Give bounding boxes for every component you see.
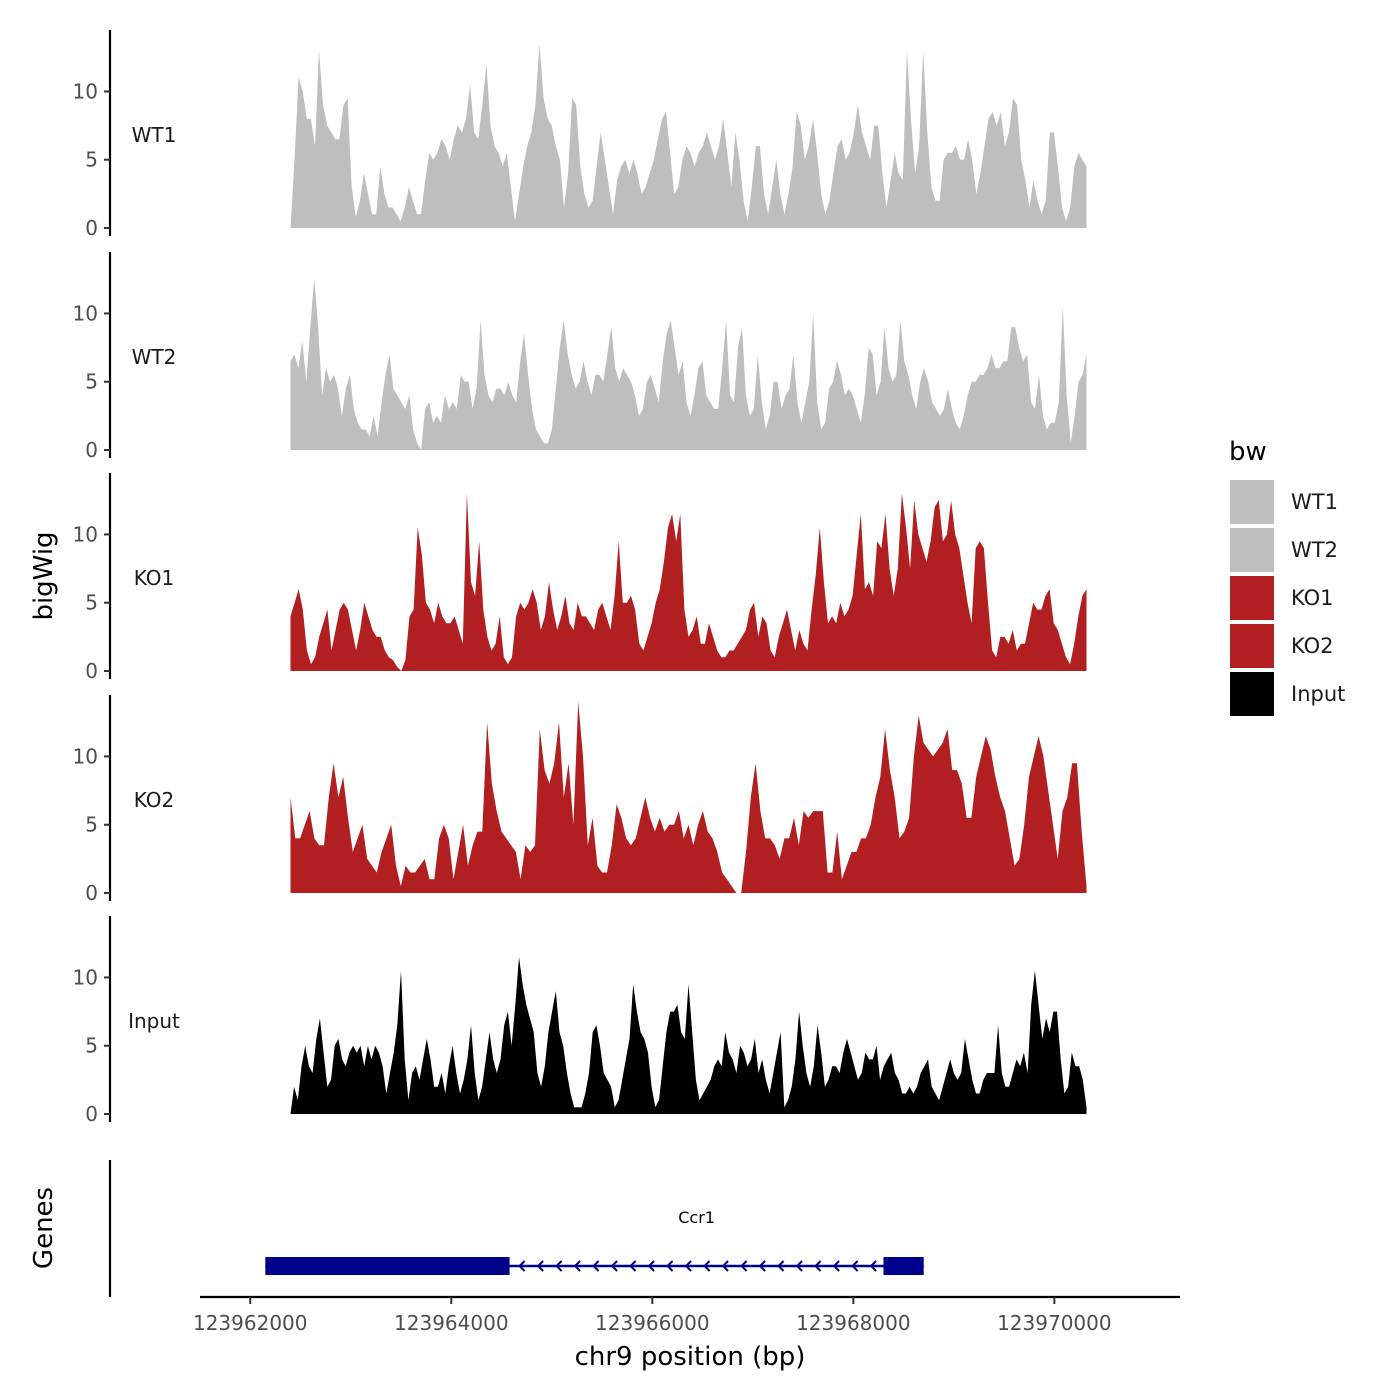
x-tick-label: 123962000 [193, 1311, 308, 1335]
legend-label-ko1: KO1 [1291, 586, 1334, 610]
legend-label-wt1: WT1 [1291, 490, 1338, 514]
y-tick-label: 10 [73, 965, 98, 989]
strand-arrow [666, 1260, 674, 1272]
strand-arrow [555, 1260, 563, 1272]
strand-arrow [518, 1260, 526, 1272]
y-tick-label: 5 [85, 1034, 98, 1058]
strand-arrow [573, 1260, 581, 1272]
legend-swatch-input [1230, 672, 1274, 716]
gene-exon [265, 1257, 510, 1275]
y-tick-label: 5 [85, 148, 98, 172]
y-tick-label: 5 [85, 370, 98, 394]
legend-swatch-ko2 [1230, 624, 1274, 668]
track-wt2: 0 5 10 WT2 [73, 252, 1087, 462]
legend: bw WT1 WT2 KO1 KO2 Input [1229, 437, 1345, 716]
strand-arrow [851, 1260, 859, 1272]
track-ko1: 0 5 10 KO1 [73, 473, 1087, 683]
legend-swatch-ko1 [1230, 576, 1274, 620]
coverage-area-ko2 [290, 701, 1087, 893]
strand-arrow [814, 1260, 822, 1272]
gene-exon [883, 1257, 924, 1275]
y-tick-label: 0 [85, 216, 98, 240]
strand-arrow [629, 1260, 637, 1272]
y-tick-label: 10 [73, 301, 98, 325]
coverage-area-wt2 [290, 279, 1087, 450]
strand-arrow [869, 1260, 877, 1272]
x-tick-label: 123966000 [595, 1311, 710, 1335]
y-tick-label: 0 [85, 881, 98, 905]
legend-swatch-wt1 [1230, 480, 1274, 524]
legend-title: bw [1229, 437, 1267, 467]
track-wt1: 0 5 10 WT1 [73, 30, 1087, 240]
track-label-wt2: WT2 [132, 345, 177, 369]
track-label-ko2: KO2 [134, 788, 175, 812]
coverage-area-input [290, 957, 1087, 1114]
strand-arrow [795, 1260, 803, 1272]
track-label-input: Input [128, 1009, 180, 1033]
strand-arrow [592, 1260, 600, 1272]
y-tick-label: 10 [73, 79, 98, 103]
coverage-area-wt1 [290, 43, 1087, 229]
track-label-wt1: WT1 [132, 123, 177, 147]
legend-label-wt2: WT2 [1291, 538, 1338, 562]
y-tick-label: 5 [85, 813, 98, 837]
track-input: 0 5 10 Input [73, 916, 1087, 1126]
y-tick-label: 0 [85, 1102, 98, 1126]
strand-arrow [684, 1260, 692, 1272]
strand-arrow [832, 1260, 840, 1272]
gene-annotation-panel: Ccr1 [108, 1160, 924, 1297]
y-tick-label: 0 [85, 659, 98, 683]
x-axis-title: chr9 position (bp) [575, 1342, 806, 1372]
x-tick-label: 123968000 [796, 1311, 911, 1335]
strand-arrow [777, 1260, 785, 1272]
track-ko2: 0 5 10 KO2 [73, 695, 1087, 905]
strand-arrow [647, 1260, 655, 1272]
x-axis: 123962000 123964000 123966000 123968000 1239… [193, 1295, 1180, 1335]
y-tick-label: 0 [85, 438, 98, 462]
coverage-area-ko1 [290, 493, 1087, 671]
legend-label-ko2: KO2 [1291, 634, 1334, 658]
y-tick-label: 10 [73, 522, 98, 546]
legend-swatch-wt2 [1230, 528, 1274, 572]
strand-arrow [536, 1260, 544, 1272]
legend-label-input: Input [1291, 682, 1345, 706]
gene-label: Ccr1 [678, 1208, 715, 1227]
x-tick-label: 123970000 [997, 1311, 1112, 1335]
y-tick-label: 5 [85, 591, 98, 615]
strand-arrow [610, 1260, 618, 1272]
strand-arrow [703, 1260, 711, 1272]
strand-arrow [758, 1260, 766, 1272]
x-tick-label: 123964000 [394, 1311, 509, 1335]
strand-arrow [740, 1260, 748, 1272]
track-label-ko1: KO1 [134, 566, 175, 590]
y-tick-label: 10 [73, 744, 98, 768]
bigwig-tracks: 0 5 10 WT1 0 5 10 WT2 0 5 10 KO1 0 5 10 KO2 0 5 10 Input [73, 30, 1087, 1126]
strand-arrow [721, 1260, 729, 1272]
genes-axis-title: Genes [29, 1187, 59, 1269]
y-axis-title: bigWig [29, 531, 59, 620]
